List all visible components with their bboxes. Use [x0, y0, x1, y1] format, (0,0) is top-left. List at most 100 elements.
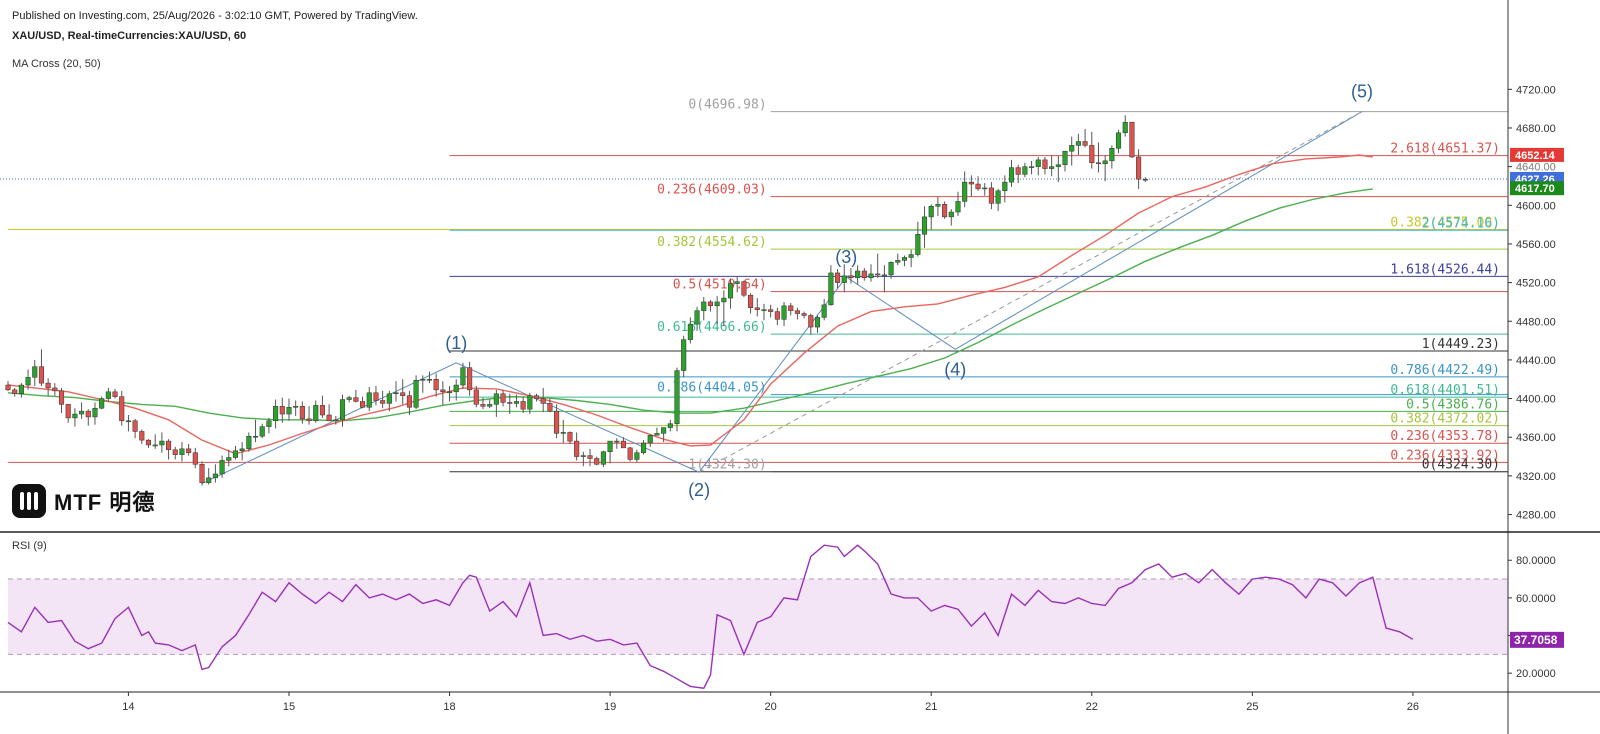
candle — [1095, 142, 1102, 173]
candle — [915, 221, 921, 257]
candle — [166, 439, 172, 460]
candle-body — [406, 395, 412, 408]
wave-label: (2) — [688, 480, 710, 500]
candle-body — [219, 460, 225, 475]
candle — [607, 440, 613, 464]
candle — [386, 390, 392, 412]
candle — [18, 383, 24, 398]
candle — [453, 379, 459, 401]
candle — [594, 456, 600, 466]
candle-body — [500, 393, 506, 403]
candle — [393, 381, 399, 402]
candle-body — [614, 440, 620, 443]
candle-body — [426, 378, 433, 381]
candle-body — [875, 273, 881, 276]
candle-body — [707, 301, 714, 307]
candle — [52, 383, 58, 396]
candle — [1089, 131, 1095, 169]
candle-body — [1002, 181, 1008, 192]
candle-body — [139, 431, 145, 441]
candle — [132, 418, 138, 439]
candle — [547, 398, 553, 413]
candle — [901, 255, 908, 267]
candle-body — [1055, 164, 1061, 167]
fib-level-label: 0.236(4333.92) — [1390, 448, 1500, 463]
candle — [226, 449, 232, 467]
candle-body — [206, 477, 212, 483]
candle-body — [627, 447, 633, 460]
candle-body — [266, 420, 272, 427]
published-caption: Published on Investing.com, 25/Aug/2026 … — [12, 10, 418, 22]
candle — [179, 442, 185, 462]
time-tick-label: 26 — [1407, 701, 1419, 713]
ma-cross-label[interactable]: MA Cross (20, 50) — [12, 58, 101, 70]
candle-body — [1008, 167, 1015, 183]
candle-body — [433, 378, 439, 391]
rsi-label[interactable]: RSI (9) — [12, 540, 47, 552]
candle-body — [299, 406, 305, 420]
candle-body — [895, 260, 901, 263]
candle — [1002, 175, 1008, 203]
candle-body — [246, 436, 252, 450]
candle — [808, 313, 814, 335]
candle-body — [79, 410, 85, 415]
candle — [326, 404, 332, 422]
candle — [12, 387, 18, 397]
candle — [480, 397, 486, 410]
candle — [975, 176, 981, 191]
candle-body — [273, 406, 279, 422]
candle-body — [647, 435, 653, 444]
rsi-tick-label: 60.0000 — [1516, 593, 1556, 605]
candle — [232, 445, 239, 460]
price-tick-label: 4560.00 — [1516, 239, 1556, 251]
candle-body — [446, 391, 453, 394]
candle — [801, 311, 807, 319]
candle-body — [761, 309, 767, 311]
candle — [125, 415, 131, 432]
fibonacci-levels: 0(4696.98) 2.618(4651.37) 0.236(4609.03) 0.… — [0, 98, 1508, 473]
candle-body — [634, 452, 640, 460]
candle — [841, 264, 847, 293]
candle-body — [821, 304, 827, 318]
price-tick-label: 4640.00 — [1516, 162, 1556, 174]
time-tick-label: 18 — [443, 701, 455, 713]
candle — [1008, 159, 1015, 187]
candle — [794, 307, 800, 320]
candle — [446, 386, 453, 402]
candle-body — [12, 389, 18, 394]
rsi-tick-label: 80.0000 — [1516, 555, 1556, 567]
candle-body — [533, 395, 540, 399]
candle — [661, 427, 667, 443]
candle-body — [841, 275, 847, 283]
candle — [38, 349, 45, 387]
price-tick-label: 4400.00 — [1516, 394, 1556, 406]
candle — [279, 397, 285, 423]
candle-body — [18, 384, 24, 394]
candle-body — [681, 339, 687, 371]
candle — [828, 265, 834, 306]
candle-body — [199, 464, 205, 483]
candle-body — [480, 404, 486, 407]
candle-body — [99, 398, 105, 409]
candle-body — [32, 366, 38, 378]
candle-body — [962, 181, 968, 202]
candle — [1122, 115, 1128, 137]
candle — [400, 379, 406, 405]
candle — [420, 375, 426, 393]
candle-body — [1109, 148, 1115, 162]
candle — [861, 268, 867, 281]
candle-body — [868, 273, 874, 279]
candle-body — [567, 432, 573, 442]
candle — [1069, 136, 1075, 166]
candle-body — [360, 401, 366, 408]
price-tick-label: 4600.00 — [1516, 200, 1556, 212]
candle-body — [119, 396, 125, 422]
candle-body — [540, 398, 546, 404]
candle-body — [326, 414, 332, 422]
candle — [1022, 162, 1028, 178]
candle — [159, 432, 165, 453]
candle-body — [92, 407, 98, 418]
candle — [935, 196, 941, 216]
candle-body — [781, 305, 787, 320]
